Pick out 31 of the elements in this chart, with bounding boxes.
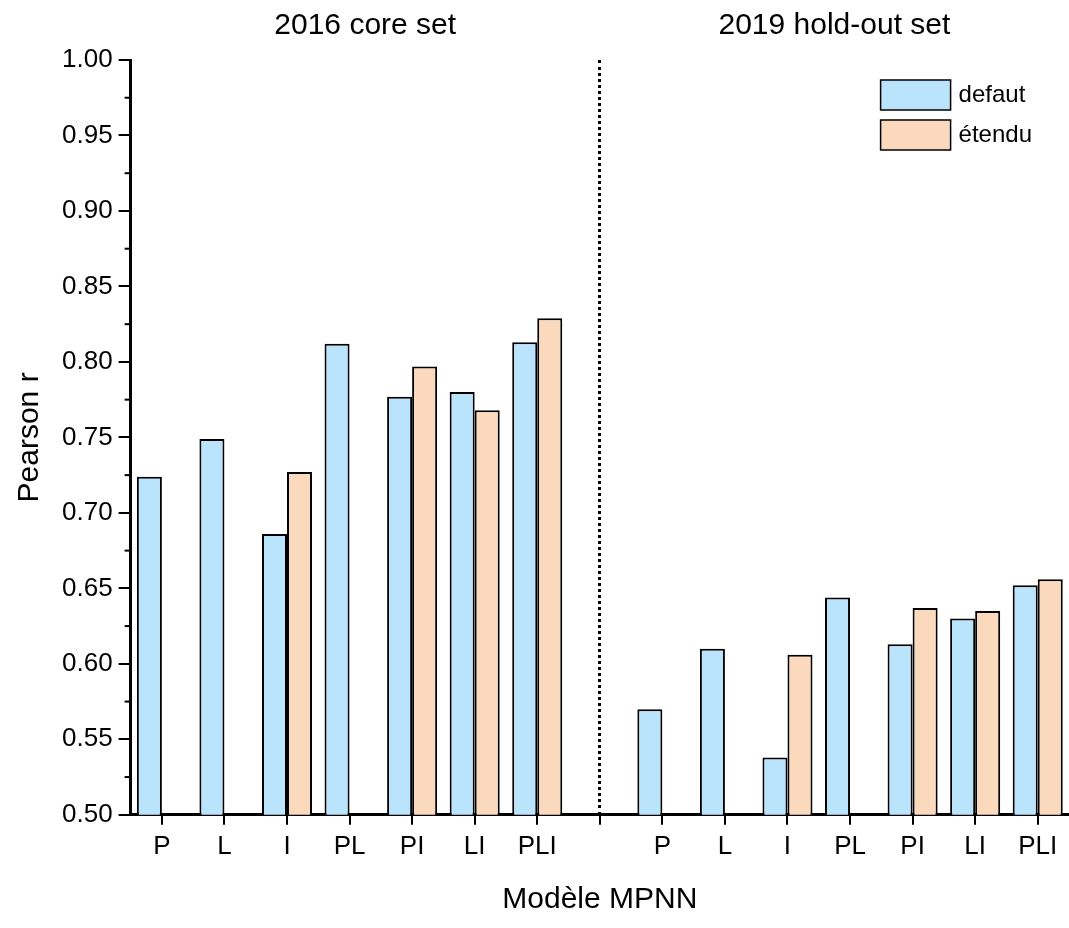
- y-tick-label: 0.75: [61, 420, 113, 451]
- x-axis-title: Modèle MPNN: [502, 881, 698, 915]
- y-tick-label: 0.80: [61, 345, 113, 376]
- y-tick-label: 0.55: [61, 722, 113, 753]
- y-axis-title: Pearson r: [11, 372, 45, 503]
- y-tick-label: 1.00: [61, 43, 113, 74]
- x-tick-label: LI: [964, 829, 986, 860]
- x-tick-label: PL: [333, 829, 366, 860]
- x-tick-label: P: [153, 829, 171, 860]
- x-tick-label: L: [717, 829, 733, 860]
- legend-label: étendu: [958, 119, 1032, 147]
- y-tick-label: 0.60: [61, 647, 113, 678]
- x-tick-label: L: [217, 829, 232, 860]
- x-tick-label: PLI: [1018, 829, 1058, 860]
- x-tick-label: PL: [834, 829, 866, 860]
- y-tick-label: 0.85: [61, 269, 113, 300]
- y-tick-label: 0.65: [61, 571, 113, 602]
- y-tick-label: 0.70: [61, 496, 113, 527]
- x-tick-label: PLI: [517, 829, 557, 860]
- y-tick-label: 0.50: [61, 797, 113, 828]
- x-tick-label: I: [283, 829, 291, 860]
- x-tick-label: I: [783, 829, 792, 860]
- y-tick-label: 0.95: [61, 118, 113, 149]
- text: 2016 core set: [274, 7, 457, 41]
- x-tick-label: P: [653, 829, 672, 860]
- x-tick-label: LI: [463, 829, 486, 860]
- text: 2019 hold-out set: [718, 7, 951, 41]
- x-tick-label: PI: [900, 829, 925, 860]
- x-tick-label: PI: [399, 829, 425, 860]
- y-tick-label: 0.90: [61, 194, 113, 225]
- legend-label: defaut: [958, 79, 1026, 107]
